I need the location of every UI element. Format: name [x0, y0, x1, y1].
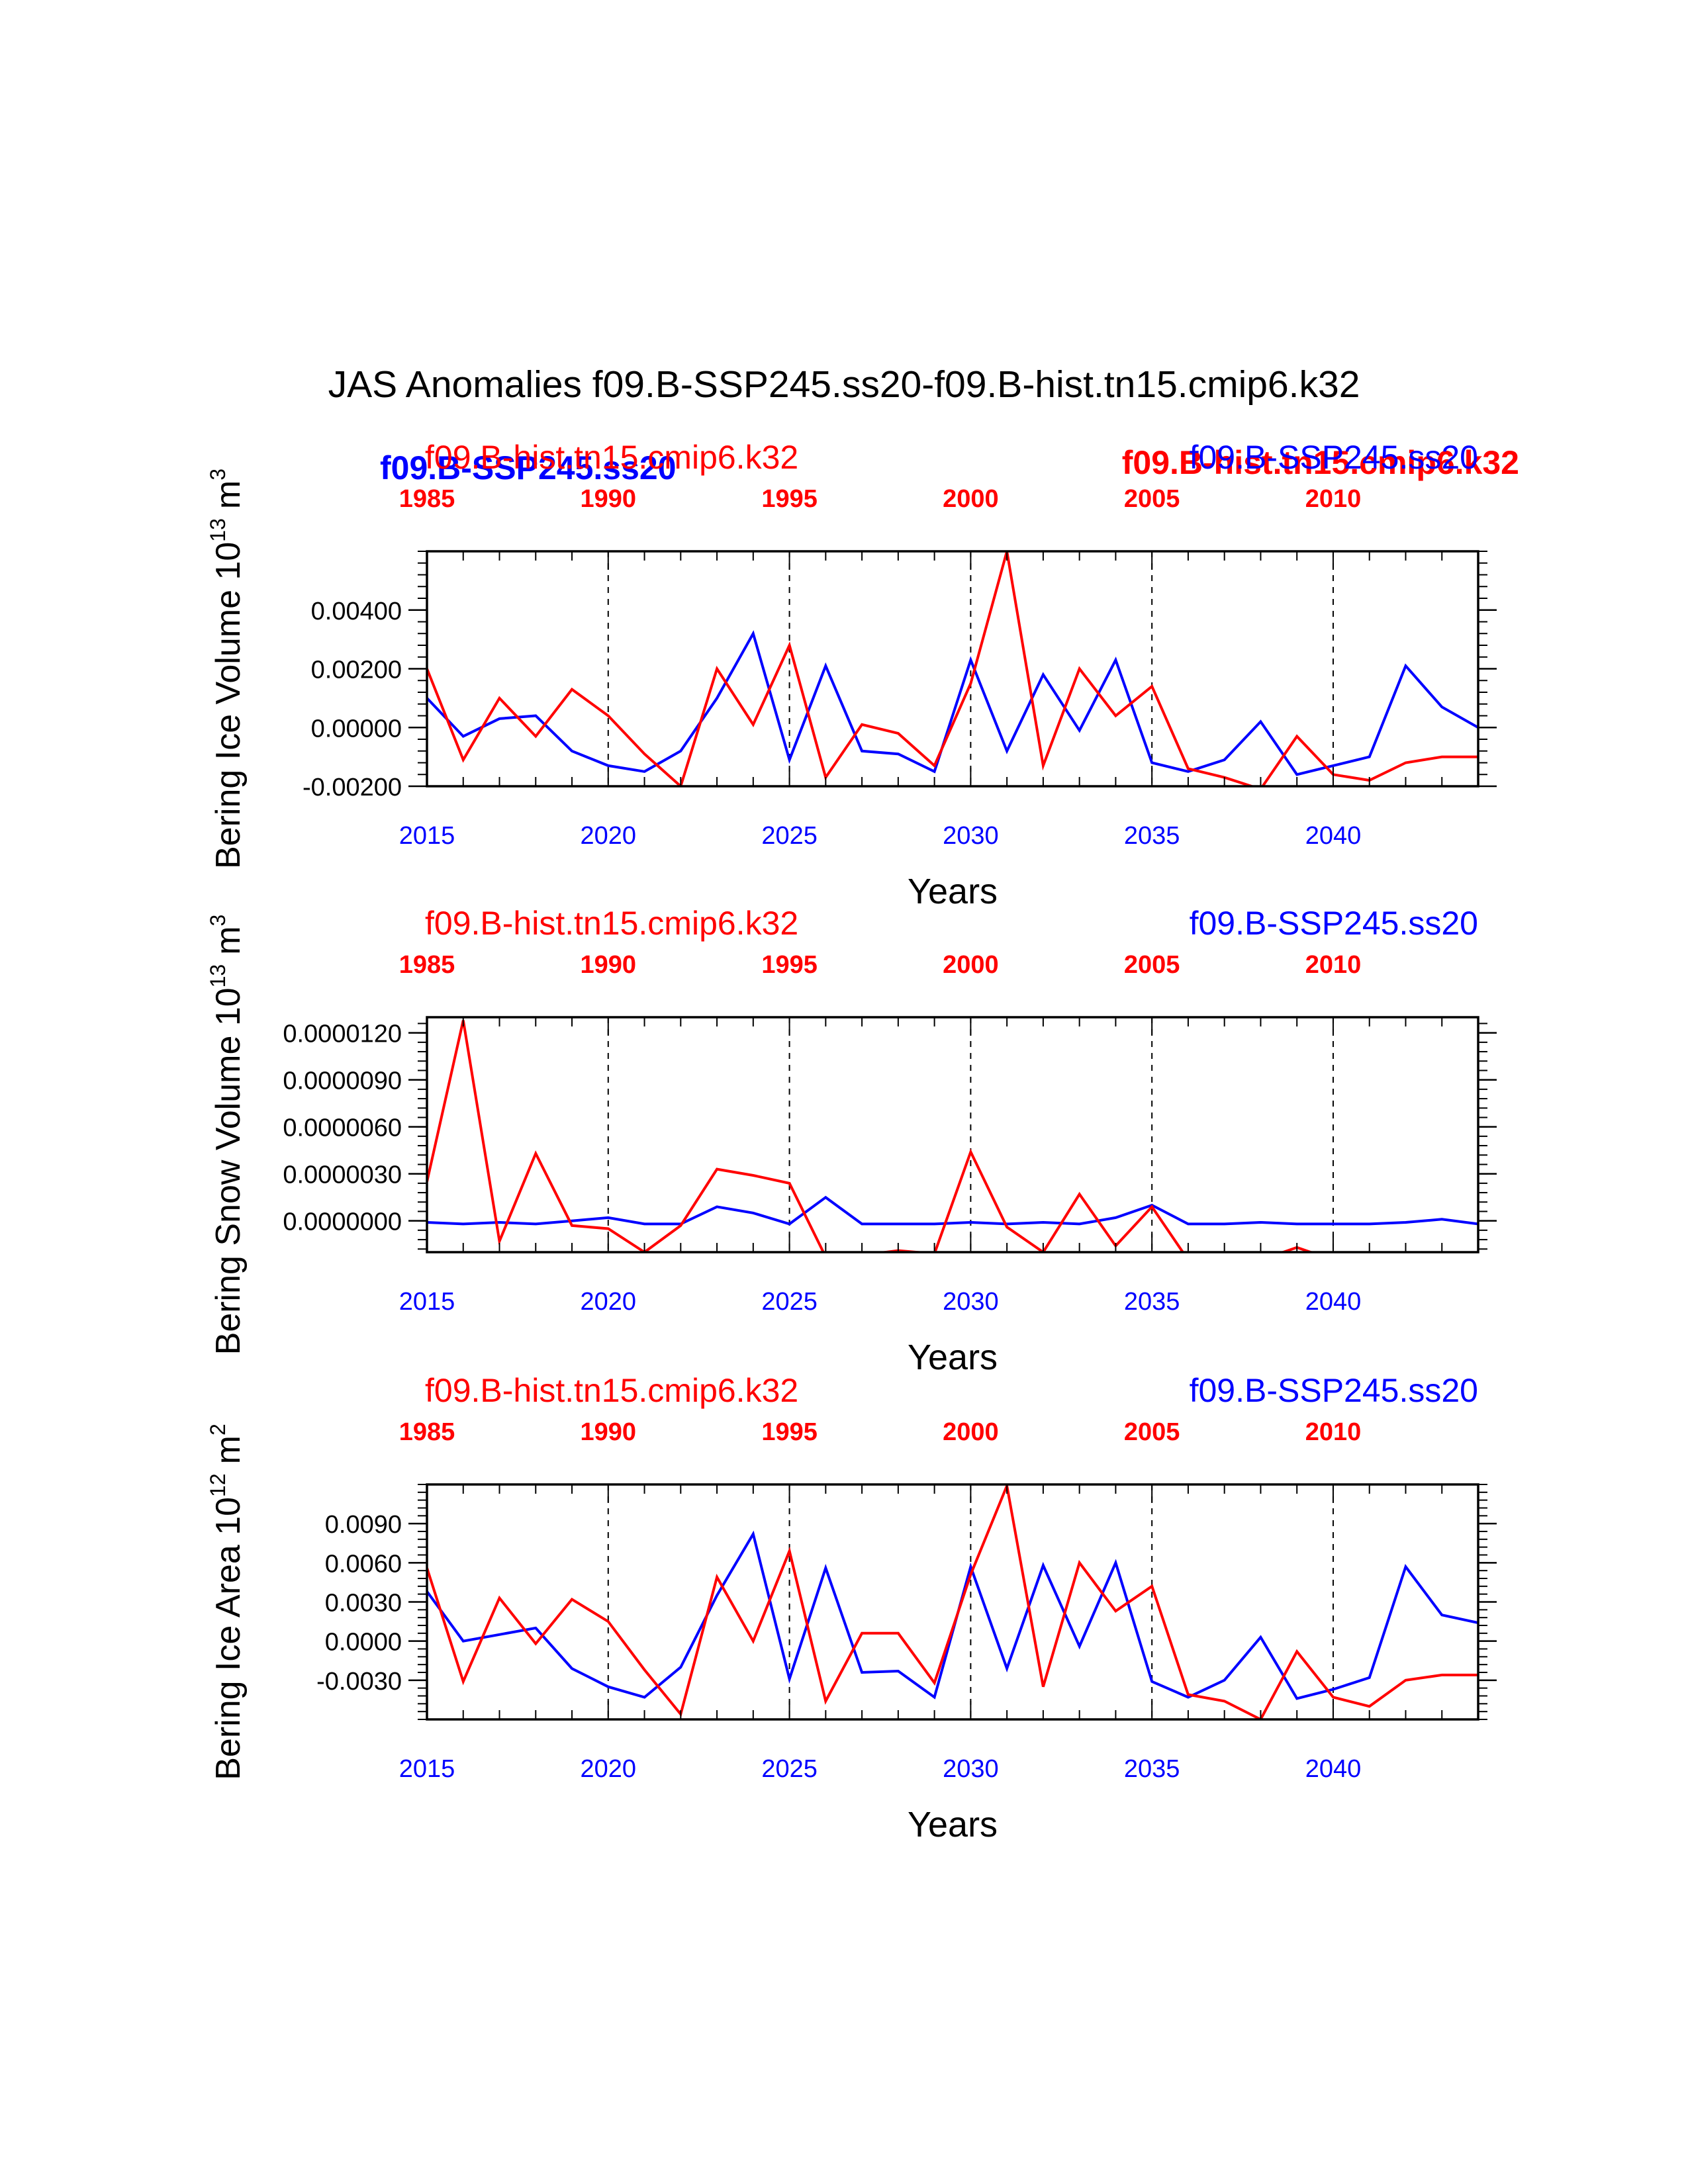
panel-1-bottom-tick-label: 2035 — [1124, 822, 1180, 850]
panel-2-bottom-tick-label: 2040 — [1305, 1288, 1362, 1316]
panel-2-ylabel: Bering Snow Volume 1013 m3 — [206, 915, 248, 1355]
panel-1-series-ssp-line — [427, 630, 1478, 776]
panel-3-series-hist-line — [427, 1484, 1478, 1719]
panel-2-frame — [426, 1016, 1479, 1253]
panel-1: -0.00200 0.00000 0.00200 0.00400 2015 2020 202… — [206, 439, 1497, 911]
panel-3-top-tick-label: 1995 — [761, 1418, 818, 1446]
panel-3-bottom-tick-label: 2025 — [761, 1755, 818, 1783]
panel-2-bottom-tick-label: 2035 — [1124, 1288, 1180, 1316]
panel-1-ssp-series-label: f09.B-SSP245.ss20 — [1190, 439, 1478, 476]
panel-3-ylabel: Bering Ice Area 1012 m2 — [206, 1424, 248, 1780]
panel-3-top-tick-label: 1990 — [581, 1418, 637, 1446]
panel-1-bottom-tick-label: 2030 — [943, 822, 999, 850]
panel-2-top-tick-label: 1995 — [761, 951, 818, 979]
panel-2-ylabel-exp: 13 — [206, 964, 230, 988]
panel-2-top-tick-label: 1990 — [581, 951, 637, 979]
panel-2-top-tick-label: 1985 — [399, 951, 455, 979]
panel-3-bottom-tick-label: 2035 — [1124, 1755, 1180, 1783]
panel-3-series-ssp-line — [427, 1530, 1478, 1700]
panel-2-ytick-label: 0.0000090 — [283, 1068, 402, 1095]
panel-1-top-tick-label: 1985 — [399, 485, 455, 513]
overlay-label-ssp-bold: f09.B-SSP245.ss20 — [380, 449, 677, 486]
panel-3-hist-series-label: f09.B-hist.tn15.cmip6.k32 — [425, 1372, 798, 1409]
panel-3-bottom-tick-label: 2015 — [399, 1755, 455, 1783]
panel-3-frame — [426, 1483, 1479, 1721]
panel-1-top-tick-label: 2000 — [943, 485, 999, 513]
panel-2-ssp-series-label: f09.B-SSP245.ss20 — [1190, 905, 1478, 942]
panel-3-top-tick-label: 2010 — [1305, 1418, 1362, 1446]
figure-title: JAS Anomalies f09.B-SSP245.ss20-f09.B-hi… — [328, 363, 1360, 406]
panel-1-ylabel-main: Bering Ice Volume 10 — [209, 542, 248, 869]
panel-3-ytick-label: 0.0000 — [325, 1629, 402, 1657]
panel-2-ytick-label: 0.0000000 — [283, 1208, 402, 1236]
panel-2-series-ssp-line — [427, 1195, 1478, 1226]
panel-3-ylabel-exp: 12 — [206, 1473, 230, 1497]
panel-2-ylabel-main: Bering Snow Volume 10 — [209, 987, 248, 1355]
panel-2-hist-series-label: f09.B-hist.tn15.cmip6.k32 — [425, 905, 798, 942]
panel-3-ytick-label: -0.0030 — [316, 1668, 402, 1696]
panel-1-ylabel-unit: m — [209, 480, 248, 509]
panel-2-ytick-label: 0.0000030 — [283, 1161, 402, 1189]
panel-2-bottom-tick-label: 2015 — [399, 1288, 455, 1316]
panel-1-ylabel-exp: 13 — [206, 518, 230, 542]
panel-2-ytick-label: 0.0000060 — [283, 1115, 402, 1142]
panel-2-bottom-tick-label: 2030 — [943, 1288, 999, 1316]
panel-1-bottom-tick-label: 2015 — [399, 822, 455, 850]
panel-3-xlabel: Years — [908, 1805, 998, 1844]
panel-3-bottom-tick-label: 2020 — [581, 1755, 637, 1783]
panel-1-top-tick-label: 1990 — [581, 485, 637, 513]
panel-3-ylabel-unit-exp: 2 — [206, 1424, 230, 1435]
panel-1-ylabel-unit-exp: 3 — [206, 469, 230, 480]
panel-1-series-hist-line — [427, 551, 1478, 786]
panel-3-bottom-tick-label: 2040 — [1305, 1755, 1362, 1783]
panel-2-top-tick-label: 2010 — [1305, 951, 1362, 979]
panel-2: 0.0000000 0.0000030 0.0000060 0.0000090 0.00… — [206, 905, 1497, 1377]
panel-3-ytick-label: 0.0030 — [325, 1590, 402, 1617]
panel-2-top-tick-label: 2000 — [943, 951, 999, 979]
panel-1-ytick-label: -0.00200 — [303, 774, 402, 801]
panel-1-top-tick-label: 2005 — [1124, 485, 1180, 513]
panel-1-ytick-label: 0.00200 — [311, 657, 402, 684]
panel-2-ytick-label: 0.0000120 — [283, 1021, 402, 1048]
panel-3-ytick-label: 0.0090 — [325, 1511, 402, 1539]
panel-1-ytick-label: 0.00400 — [311, 598, 402, 625]
panel-1-top-tick-label: 1995 — [761, 485, 818, 513]
panel-1-xlabel: Years — [908, 872, 998, 911]
panel-1-bottom-tick-label: 2040 — [1305, 822, 1362, 850]
panel-1-bottom-tick-label: 2020 — [581, 822, 637, 850]
panel-3-top-tick-label: 2000 — [943, 1418, 999, 1446]
panel-3-ylabel-unit: m — [209, 1435, 248, 1464]
panels-group: -0.00200 0.00000 0.00200 0.00400 2015 2020 202… — [206, 439, 1497, 1844]
panel-1-ytick-label: 0.00000 — [311, 715, 402, 743]
panel-1-ylabel: Bering Ice Volume 1013 m3 — [206, 469, 248, 869]
panel-2-bottom-tick-label: 2020 — [581, 1288, 637, 1316]
panel-3-top-tick-label: 1985 — [399, 1418, 455, 1446]
overlay-label-hist-bold: f09.B-hist.tn15.cmip6.k32 — [1122, 444, 1519, 481]
panel-1-bottom-tick-label: 2025 — [761, 822, 818, 850]
panel-2-series-hist-line — [427, 1020, 1315, 1252]
panel-3-ylabel-main: Bering Ice Area 10 — [209, 1497, 248, 1780]
panel-3-ssp-series-label: f09.B-SSP245.ss20 — [1190, 1372, 1478, 1409]
panel-1-frame — [426, 550, 1479, 788]
panel-2-ylabel-unit-exp: 3 — [206, 915, 230, 927]
panel-3-top-tick-label: 2005 — [1124, 1418, 1180, 1446]
panel-2-bottom-tick-label: 2025 — [761, 1288, 818, 1316]
panel-3-bottom-tick-label: 2030 — [943, 1755, 999, 1783]
panel-2-ylabel-unit: m — [209, 926, 248, 954]
panel-3-ytick-label: 0.0060 — [325, 1550, 402, 1578]
panel-3: -0.0030 0.0000 0.0030 0.0060 0.0090 2015 2020 2… — [206, 1372, 1497, 1844]
panel-2-xlabel: Years — [908, 1338, 998, 1377]
panel-1-top-tick-label: 2010 — [1305, 485, 1362, 513]
panel-1-hist-series-label: f09.B-hist.tn15.cmip6.k32 — [425, 439, 798, 476]
panel-2-top-tick-label: 2005 — [1124, 951, 1180, 979]
